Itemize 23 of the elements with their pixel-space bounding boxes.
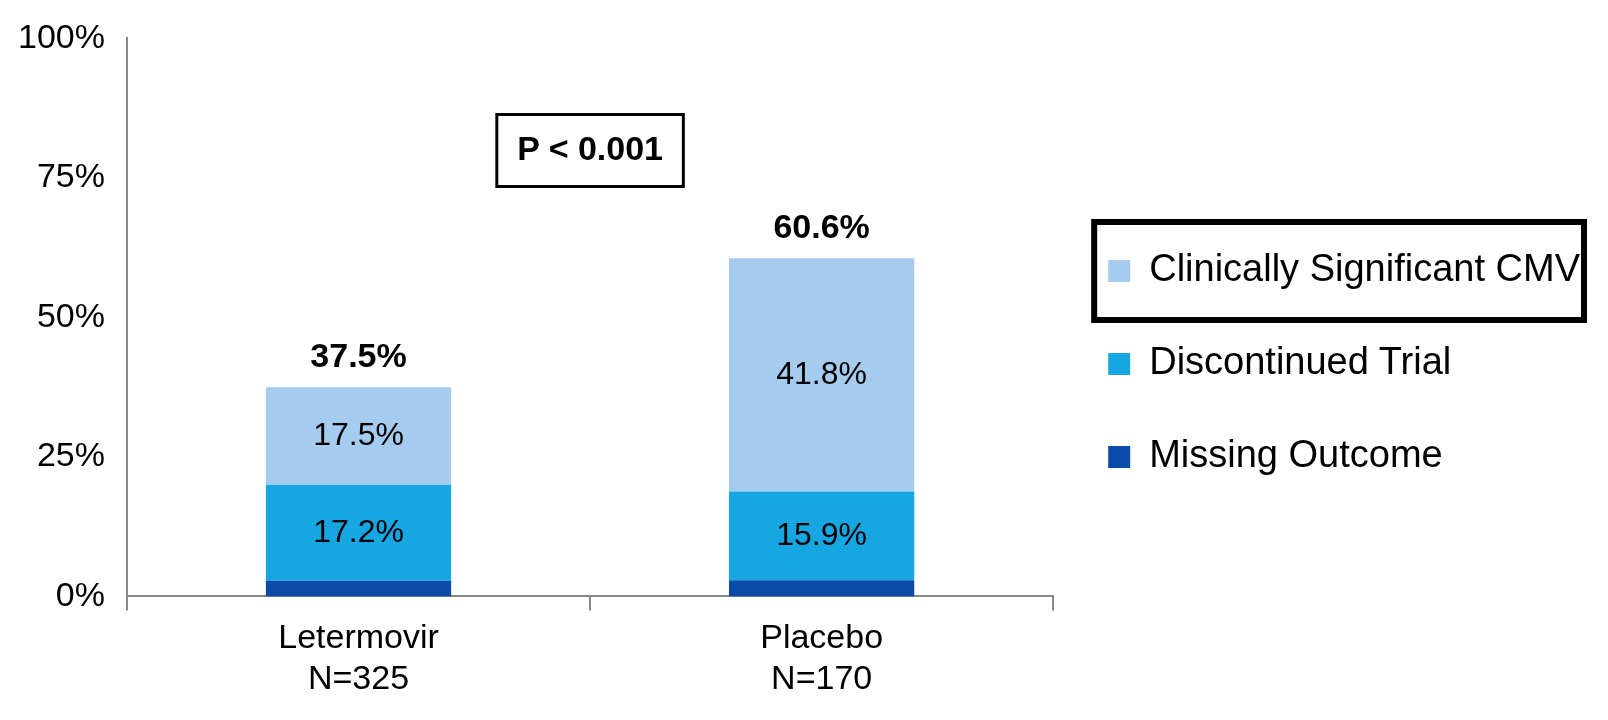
- y-tick-label: 50%: [36, 295, 105, 334]
- data-label: 15.9%: [776, 515, 867, 552]
- y-tick-label: 0%: [55, 574, 105, 613]
- bar: [265, 387, 452, 485]
- annotation: P < 0.001: [517, 128, 664, 167]
- data-label: 17.2%: [313, 512, 404, 549]
- legend-label: Discontinued Trial: [1149, 340, 1452, 383]
- x-tick-label: Placebo N=170: [760, 617, 884, 696]
- legend-label: Clinically Significant CMV: [1149, 247, 1581, 290]
- y-tick-label: 75%: [36, 156, 105, 195]
- legend-label: Missing Outcome: [1149, 433, 1443, 476]
- bar: [265, 484, 452, 581]
- bar: [729, 580, 915, 597]
- bar: [729, 258, 915, 492]
- total-label: 60.6%: [773, 206, 870, 245]
- data-label: 17.5%: [313, 415, 404, 452]
- bar: [729, 491, 915, 581]
- y-tick-label: 25%: [36, 435, 105, 474]
- x-tick-label: Letermovir N=325: [278, 617, 439, 696]
- y-tick-label: 100%: [17, 16, 105, 55]
- total-label: 37.5%: [310, 335, 407, 374]
- data-label: 41.8%: [776, 354, 867, 391]
- bar: [265, 580, 452, 597]
